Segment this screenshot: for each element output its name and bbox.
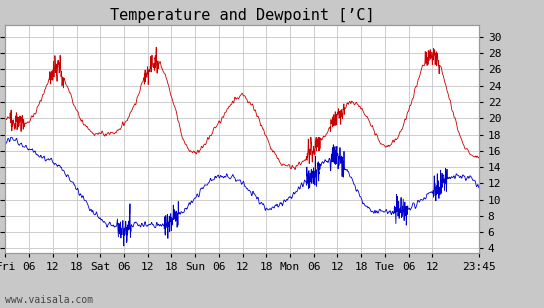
Text: www.vaisala.com: www.vaisala.com — [5, 295, 94, 305]
Title: Temperature and Dewpoint [’C]: Temperature and Dewpoint [’C] — [110, 9, 374, 23]
